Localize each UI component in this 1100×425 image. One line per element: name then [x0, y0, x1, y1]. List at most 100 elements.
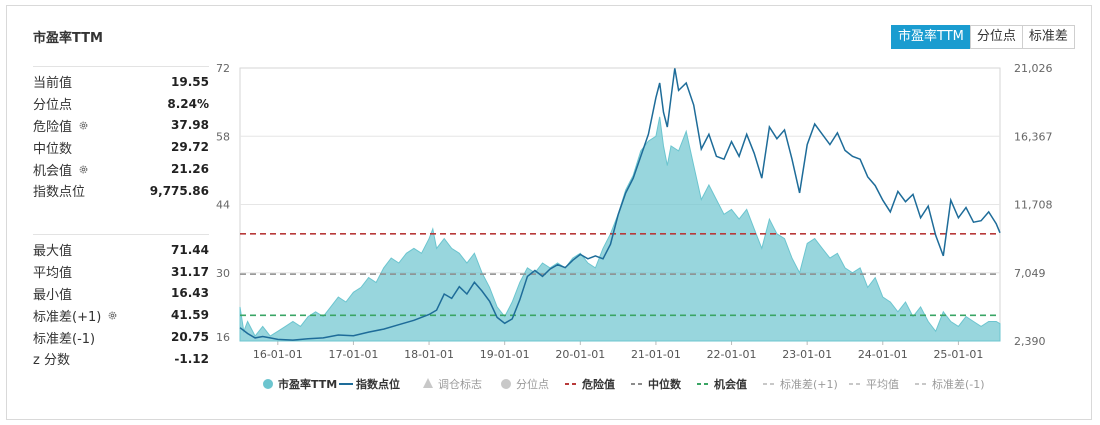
x-tick-label: 16-01-01: [253, 348, 303, 361]
x-tick-label: 23-01-01: [782, 348, 832, 361]
stat-value: 16.43: [171, 286, 209, 301]
legend-item[interactable]: 指数点位: [339, 377, 400, 391]
settings-gear-icon[interactable]: [78, 120, 89, 131]
stat-value: 19.55: [171, 74, 209, 89]
x-tick-label: 21-01-01: [631, 348, 681, 361]
legend-item[interactable]: 分位点: [501, 377, 549, 391]
stat-label-text: 危险值: [33, 119, 73, 135]
right-tick-label: 11,708: [1014, 199, 1053, 212]
legend-item[interactable]: 危险值: [565, 377, 615, 391]
x-tick-label: 18-01-01: [404, 348, 454, 361]
legend-item[interactable]: 调仓标志: [423, 377, 482, 391]
right-tick-label: 2,390: [1014, 335, 1046, 348]
stat-row: 危险值 37.98: [33, 115, 209, 137]
stat-label-text: z 分数: [33, 353, 70, 369]
panel-frame: [6, 5, 1092, 420]
stat-value: 31.17: [171, 264, 209, 279]
x-tick-label: 20-01-01: [555, 348, 605, 361]
stat-label-text: 标准差(+1): [33, 309, 102, 325]
stat-label: 最小值: [33, 284, 72, 303]
x-tick-label: 22-01-01: [707, 348, 757, 361]
stat-row: 当前值 19.55: [33, 71, 209, 93]
stat-label-text: 机会值: [33, 163, 73, 179]
stat-row: 中位数 29.72: [33, 136, 209, 158]
tab-pe-ttm[interactable]: 市盈率TTM: [891, 25, 971, 49]
stat-label-text: 当前值: [33, 76, 73, 92]
stat-row: 最小值 16.43: [33, 283, 209, 305]
settings-gear-icon[interactable]: [78, 164, 89, 175]
stat-row: 机会值 21.26: [33, 158, 209, 180]
stat-row: 标准差(-1) 20.75: [33, 326, 209, 348]
x-tick-label: 25-01-01: [933, 348, 983, 361]
right-tick-label: 21,026: [1014, 62, 1053, 75]
x-tick-label: 19-01-01: [480, 348, 530, 361]
legend-item[interactable]: 市盈率TTM: [263, 377, 337, 391]
pe-ttm-area: [239, 116, 1001, 342]
stat-label: 指数点位: [33, 181, 85, 200]
tab-stddev[interactable]: 标准差: [1021, 25, 1075, 49]
legend-item[interactable]: 机会值: [697, 377, 747, 391]
stat-label: z 分数: [33, 349, 70, 368]
stat-value: 29.72: [171, 140, 209, 155]
metric-tabs: 市盈率TTM 分位点 标准差: [891, 25, 1075, 49]
stat-label: 机会值: [33, 160, 89, 179]
stats-summary: 最大值 71.44 平均值 31.17 最小值 16.43 标准差(+1) 41.59 标准差(…: [33, 234, 209, 370]
stat-value: 8.24%: [167, 96, 209, 111]
legend-label: 中位数: [648, 377, 682, 391]
stat-row: 平均值 31.17: [33, 261, 209, 283]
stat-label: 最大值: [33, 240, 72, 259]
legend-label: 机会值: [714, 377, 747, 391]
legend-circle-icon: [501, 379, 511, 389]
legend-label: 分位点: [516, 377, 549, 391]
legend-circle-icon: [263, 379, 273, 389]
legend-label: 危险值: [581, 377, 615, 391]
legend-label: 标准差(+1): [780, 377, 838, 391]
stat-label-text: 中位数: [33, 141, 73, 157]
legend-label: 市盈率TTM: [278, 377, 337, 391]
stat-label-text: 标准差(-1): [33, 331, 96, 347]
left-tick-label: 30: [216, 267, 230, 280]
stat-label: 标准差(-1): [33, 328, 95, 347]
left-tick-label: 44: [216, 199, 230, 212]
settings-gear-icon[interactable]: [107, 310, 118, 321]
stat-label-text: 最小值: [33, 287, 73, 303]
stat-value: 71.44: [171, 242, 209, 257]
x-tick-label: 17-01-01: [328, 348, 378, 361]
stat-value: -1.12: [174, 351, 209, 366]
right-tick-label: 7,049: [1014, 267, 1046, 280]
stat-value: 37.98: [171, 118, 209, 133]
stat-value: 20.75: [171, 330, 209, 345]
right-tick-label: 16,367: [1014, 130, 1053, 143]
stat-row: z 分数 -1.12: [33, 348, 209, 370]
stat-value: 9,775.86: [149, 183, 209, 198]
left-tick-label: 58: [216, 130, 230, 143]
x-tick-label: 24-01-01: [858, 348, 908, 361]
chart-title: 市盈率TTM: [33, 31, 103, 46]
stat-row: 指数点位 9,775.86: [33, 180, 209, 202]
index-line: [239, 68, 1001, 341]
stat-label-text: 平均值: [33, 266, 73, 282]
stat-label-text: 指数点位: [33, 185, 86, 201]
stat-label: 当前值: [33, 72, 72, 91]
stat-label: 中位数: [33, 138, 72, 157]
legend-item[interactable]: 标准差(+1): [763, 377, 838, 391]
legend-label: 平均值: [866, 378, 899, 391]
legend-item[interactable]: 标准差(-1): [915, 377, 985, 391]
legend-label: 标准差(-1): [932, 377, 985, 391]
legend-label: 调仓标志: [438, 377, 482, 391]
legend-item[interactable]: 中位数: [631, 377, 682, 391]
stat-label: 标准差(+1): [33, 306, 118, 325]
stat-label-text: 分位点: [33, 98, 73, 114]
stats-current: 当前值 19.55 分位点 8.24% 危险值 37.98 中位数 29.72 机会值 21.26…: [33, 66, 209, 202]
legend-item[interactable]: 平均值: [849, 378, 899, 391]
stat-label: 危险值: [33, 116, 89, 135]
legend-triangle-icon: [423, 378, 433, 388]
left-tick-label: 16: [216, 331, 230, 344]
stat-value: 41.59: [171, 308, 209, 323]
stat-row: 标准差(+1) 41.59: [33, 304, 209, 326]
legend-label: 指数点位: [356, 377, 400, 391]
stat-label-text: 最大值: [33, 244, 73, 260]
stat-value: 21.26: [171, 162, 209, 177]
stat-row: 分位点 8.24%: [33, 93, 209, 115]
